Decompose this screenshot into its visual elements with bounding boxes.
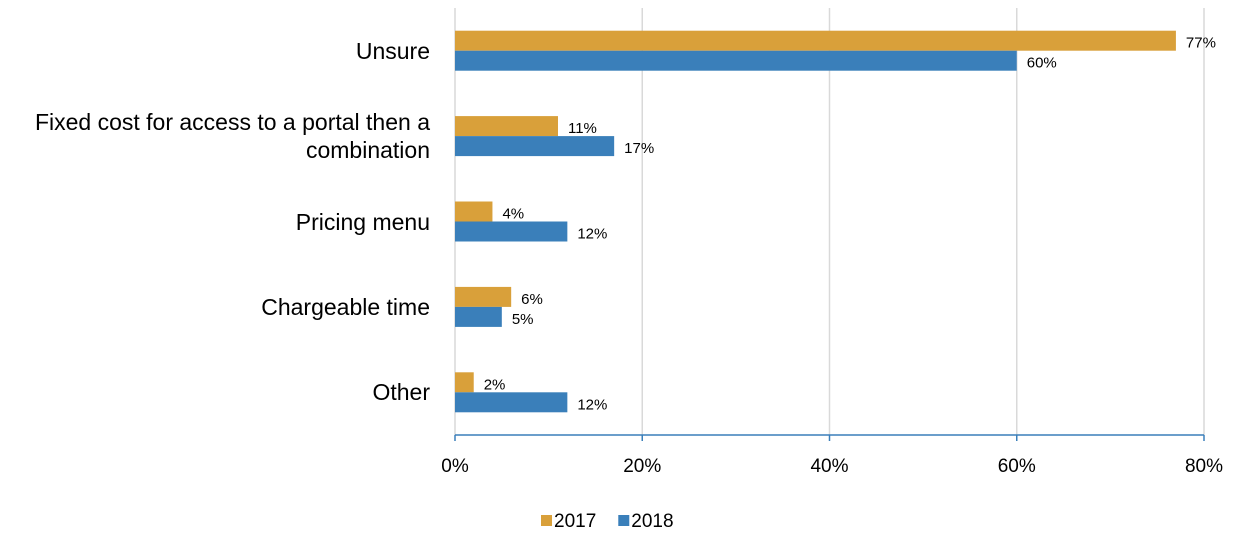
data-label: 5% — [512, 311, 534, 328]
bar — [455, 50, 1017, 71]
x-tick-label: 40% — [810, 456, 848, 477]
x-tick-label: 0% — [441, 456, 469, 477]
legend-swatch — [541, 515, 552, 526]
data-label: 77% — [1186, 35, 1216, 52]
data-label: 60% — [1027, 55, 1057, 72]
bar — [455, 30, 1176, 51]
category-label: Other — [372, 379, 430, 406]
bar — [455, 201, 493, 222]
data-label: 12% — [577, 225, 607, 242]
legend-swatch — [618, 515, 630, 526]
bar — [455, 221, 568, 242]
category-label: Pricing menu — [295, 208, 430, 235]
data-label: 2% — [484, 376, 506, 393]
bar — [455, 306, 502, 327]
bar — [455, 286, 512, 307]
legend-label: 2017 — [554, 511, 596, 532]
bar — [455, 392, 568, 413]
data-label: 4% — [502, 205, 524, 222]
data-label: 17% — [624, 140, 654, 157]
x-tick-label: 80% — [1185, 456, 1223, 477]
category-label: Unsure — [355, 37, 430, 64]
data-label: 6% — [521, 291, 543, 308]
bar — [455, 116, 558, 137]
data-label: 11% — [568, 120, 597, 137]
x-tick-label: 20% — [623, 456, 661, 477]
category-label: Fixed cost for access to a portal then a… — [34, 109, 430, 164]
bar — [455, 372, 474, 393]
category-label: Chargeable time — [261, 293, 430, 320]
x-tick-label: 60% — [998, 456, 1036, 477]
data-label: 12% — [577, 396, 607, 413]
bar — [455, 136, 615, 157]
legend-label: 2018 — [631, 511, 673, 532]
